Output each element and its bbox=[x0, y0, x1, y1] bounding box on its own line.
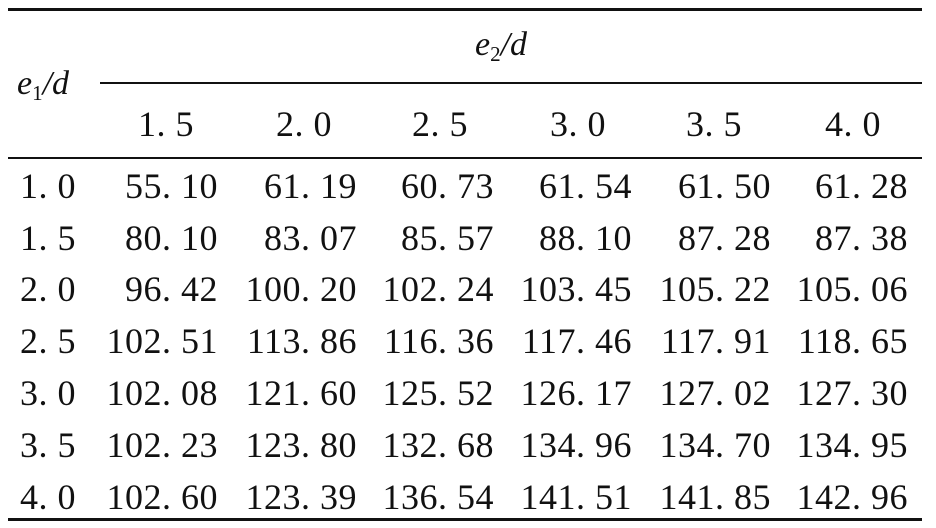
table-cell: 102. 51 bbox=[106, 321, 218, 361]
column-header: 2. 0 bbox=[276, 104, 332, 144]
table-cell: 60. 73 bbox=[401, 166, 494, 206]
row-label: 2. 0 bbox=[20, 269, 76, 309]
column-header: 4. 0 bbox=[825, 104, 881, 144]
table-cell: 132. 68 bbox=[382, 425, 494, 465]
table-cell: 105. 22 bbox=[659, 269, 771, 309]
table-cell: 127. 30 bbox=[796, 373, 908, 413]
table-cell: 123. 80 bbox=[245, 425, 357, 465]
table-cell: 136. 54 bbox=[382, 477, 494, 517]
column-header: 3. 0 bbox=[550, 104, 606, 144]
table-cell: 126. 17 bbox=[520, 373, 632, 413]
table-cell: 85. 57 bbox=[401, 218, 494, 258]
column-variable-header: e2/d bbox=[475, 26, 528, 66]
table-cell: 134. 95 bbox=[796, 425, 908, 465]
table-cell: 118. 65 bbox=[797, 321, 908, 361]
row-label: 1. 0 bbox=[20, 166, 76, 206]
top-rule bbox=[8, 8, 922, 11]
table-cell: 105. 06 bbox=[796, 269, 908, 309]
header-rule bbox=[8, 157, 922, 159]
column-header: 1. 5 bbox=[138, 104, 194, 144]
table-cell: 96. 42 bbox=[125, 269, 218, 309]
table-cell: 141. 51 bbox=[520, 477, 632, 517]
table-cell: 134. 70 bbox=[659, 425, 771, 465]
table-cell: 113. 86 bbox=[246, 321, 357, 361]
row-label: 3. 5 bbox=[20, 425, 76, 465]
row-label: 3. 0 bbox=[20, 373, 76, 413]
row-label: 1. 5 bbox=[20, 218, 76, 258]
row-label: 4. 0 bbox=[20, 477, 76, 517]
table-cell: 117. 91 bbox=[660, 321, 771, 361]
table-cell: 61. 50 bbox=[678, 166, 771, 206]
table-cell: 87. 28 bbox=[678, 218, 771, 258]
table-cell: 102. 08 bbox=[106, 373, 218, 413]
column-group-rule bbox=[100, 82, 922, 84]
table-cell: 55. 10 bbox=[125, 166, 218, 206]
table-cell: 102. 23 bbox=[106, 425, 218, 465]
table-cell: 127. 02 bbox=[659, 373, 771, 413]
table-cell: 83. 07 bbox=[264, 218, 357, 258]
row-label: 2. 5 bbox=[20, 321, 76, 361]
table-cell: 116. 36 bbox=[383, 321, 494, 361]
table-cell: 100. 20 bbox=[245, 269, 357, 309]
table-cell: 125. 52 bbox=[382, 373, 494, 413]
table-cell: 87. 38 bbox=[815, 218, 908, 258]
table-cell: 123. 39 bbox=[245, 477, 357, 517]
column-header: 2. 5 bbox=[412, 104, 468, 144]
table-cell: 102. 60 bbox=[106, 477, 218, 517]
table-cell: 80. 10 bbox=[125, 218, 218, 258]
table-cell: 141. 85 bbox=[659, 477, 771, 517]
table-cell: 121. 60 bbox=[245, 373, 357, 413]
table-cell: 61. 54 bbox=[539, 166, 632, 206]
row-variable-header: e1/d bbox=[17, 65, 70, 105]
table-cell: 142. 96 bbox=[796, 477, 908, 517]
table-cell: 134. 96 bbox=[520, 425, 632, 465]
table-cell: 117. 46 bbox=[521, 321, 632, 361]
table-cell: 103. 45 bbox=[520, 269, 632, 309]
column-header: 3. 5 bbox=[686, 104, 742, 144]
table-cell: 61. 28 bbox=[815, 166, 908, 206]
table-cell: 102. 24 bbox=[382, 269, 494, 309]
table-cell: 61. 19 bbox=[264, 166, 357, 206]
table-cell: 88. 10 bbox=[539, 218, 632, 258]
bottom-rule bbox=[8, 518, 922, 521]
